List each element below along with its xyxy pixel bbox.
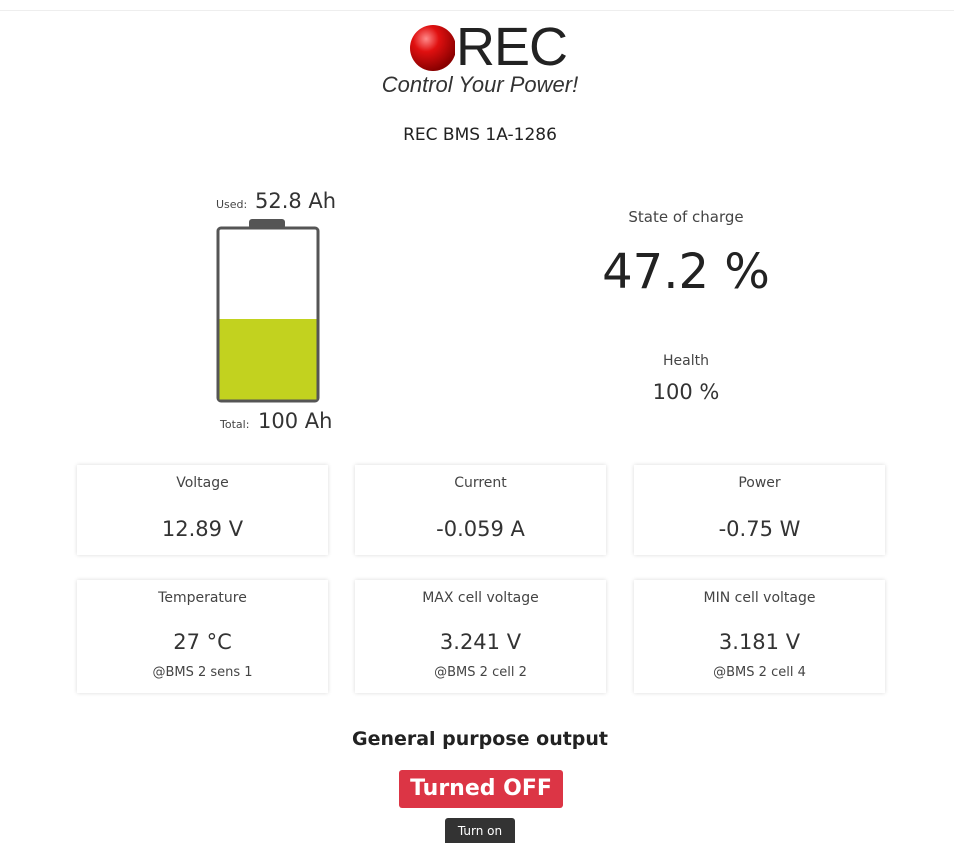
card-value: 27 °C xyxy=(173,630,232,654)
voltage-card: Voltage 12.89 V xyxy=(77,465,328,555)
current-card: Current -0.059 A xyxy=(355,465,606,555)
battery-fill xyxy=(219,319,317,400)
used-label: Used: xyxy=(216,198,248,211)
card-value: 3.181 V xyxy=(718,630,801,654)
card-label: MIN cell voltage xyxy=(703,590,816,606)
health-label: Health xyxy=(663,353,709,369)
turn-on-button[interactable]: Turn on xyxy=(445,818,515,843)
soc-value: 47.2 % xyxy=(602,244,770,300)
top-rule xyxy=(0,10,954,11)
card-value: 12.89 V xyxy=(161,517,244,541)
logo-ball xyxy=(410,25,455,71)
card-value: -0.059 A xyxy=(436,517,525,541)
card-label: MAX cell voltage xyxy=(422,590,539,606)
device-title: REC BMS 1A-1286 xyxy=(403,125,557,145)
output-status: Turned OFF xyxy=(399,770,563,808)
card-label: Voltage xyxy=(176,475,229,491)
power-card: Power -0.75 W xyxy=(634,465,885,555)
output-title: General purpose output xyxy=(351,728,609,750)
card-label: Temperature xyxy=(158,590,247,606)
temperature-card: Temperature 27 °C @BMS 2 sens 1 xyxy=(77,580,328,693)
card-label: Current xyxy=(454,475,507,491)
total-value: 100 Ah xyxy=(258,409,333,433)
min-cell-card: MIN cell voltage 3.181 V @BMS 2 cell 4 xyxy=(634,580,885,693)
max-cell-card: MAX cell voltage 3.241 V @BMS 2 cell 2 xyxy=(355,580,606,693)
soc-label: State of charge xyxy=(628,208,744,226)
card-detail: @BMS 2 cell 2 xyxy=(434,665,527,680)
card-detail: @BMS 2 sens 1 xyxy=(152,665,253,680)
logo-brand: REC xyxy=(456,17,568,77)
health-value: 100 % xyxy=(652,380,720,404)
card-label: Power xyxy=(738,475,781,491)
used-value: 52.8 Ah xyxy=(255,189,337,213)
total-label: Total: xyxy=(220,418,250,431)
card-detail: @BMS 2 cell 4 xyxy=(713,665,806,680)
card-value: 3.241 V xyxy=(439,630,522,654)
card-value: -0.75 W xyxy=(718,517,801,541)
logo-tagline: Control Your Power! xyxy=(381,72,579,97)
battery-icon xyxy=(216,219,320,403)
